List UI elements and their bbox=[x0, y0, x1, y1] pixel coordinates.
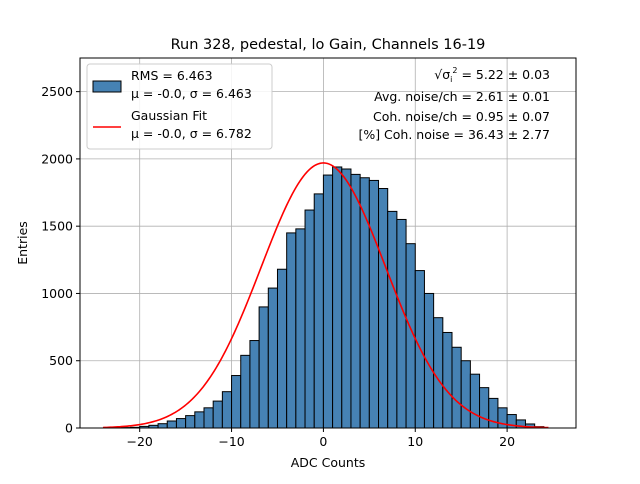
x-tick-label: 0 bbox=[319, 434, 327, 449]
x-tick-label: 20 bbox=[499, 434, 515, 449]
histogram-bar bbox=[379, 189, 388, 428]
histogram-bar bbox=[167, 421, 176, 428]
histogram-bar bbox=[250, 341, 259, 428]
histogram-bar bbox=[259, 307, 268, 428]
histogram-bar bbox=[277, 269, 286, 428]
histogram-bar bbox=[305, 210, 314, 428]
histogram-bar bbox=[489, 398, 498, 428]
histogram-bar bbox=[342, 169, 351, 428]
histogram-bar bbox=[232, 376, 241, 428]
histogram-bar bbox=[195, 412, 204, 428]
histogram-bar bbox=[176, 419, 185, 428]
histogram-bar bbox=[241, 355, 250, 428]
legend: RMS = 6.463 μ = -0.0, σ = 6.463 Gaussian… bbox=[87, 64, 272, 149]
histogram-bar bbox=[296, 229, 305, 428]
stat-line-coh-noise: Coh. noise/ch = 0.95 ± 0.07 bbox=[373, 109, 550, 124]
y-tick-label: 1500 bbox=[41, 219, 73, 234]
histogram-bar bbox=[461, 361, 470, 428]
histogram-bar bbox=[388, 211, 397, 428]
y-axis-label: Entries bbox=[15, 221, 30, 265]
histogram-bar bbox=[434, 318, 443, 428]
histogram-bar bbox=[480, 388, 489, 428]
histogram-bar bbox=[452, 347, 461, 428]
y-tick-label: 500 bbox=[49, 353, 73, 368]
histogram-bar bbox=[213, 401, 222, 428]
y-tick-label: 2500 bbox=[41, 84, 73, 99]
histogram-bar bbox=[369, 180, 378, 428]
x-tick-label: −20 bbox=[127, 434, 153, 449]
histogram-bar bbox=[268, 288, 277, 428]
y-tick-label: 2000 bbox=[41, 151, 73, 166]
histogram-bar bbox=[287, 233, 296, 428]
sqrt-sigma-annotation: √σi2 = 5.22 ± 0.03 bbox=[434, 66, 550, 84]
legend-sublabel-histogram: μ = -0.0, σ = 6.463 bbox=[131, 86, 252, 101]
stat-line-sigma: √σi2 = 5.22 ± 0.03 bbox=[434, 66, 550, 84]
histogram-bar bbox=[314, 194, 323, 428]
stat-line-coh-percent: [%] Coh. noise = 36.43 ± 2.77 bbox=[358, 127, 550, 142]
y-tick-label: 1000 bbox=[41, 286, 73, 301]
histogram-bar bbox=[397, 219, 406, 428]
histogram-bar bbox=[470, 374, 479, 428]
histogram-bar bbox=[333, 167, 342, 428]
legend-swatch-histogram bbox=[93, 81, 121, 92]
histogram-bar bbox=[222, 392, 231, 428]
legend-label-histogram: RMS = 6.463 bbox=[131, 68, 213, 83]
histogram-bar bbox=[186, 416, 195, 428]
histogram-bar bbox=[158, 424, 167, 428]
legend-label-fit: Gaussian Fit bbox=[131, 108, 207, 123]
x-tick-label: 10 bbox=[407, 434, 423, 449]
stat-line-avg-noise: Avg. noise/ch = 2.61 ± 0.01 bbox=[374, 89, 550, 104]
y-tick-label: 0 bbox=[65, 421, 73, 436]
histogram-bar bbox=[204, 408, 213, 428]
histogram-bar bbox=[351, 174, 360, 428]
chart-title: Run 328, pedestal, lo Gain, Channels 16-… bbox=[171, 37, 486, 53]
histogram-bar bbox=[323, 175, 332, 428]
legend-sublabel-fit: μ = -0.0, σ = 6.782 bbox=[131, 126, 252, 141]
x-axis-label: ADC Counts bbox=[291, 455, 366, 470]
histogram-bar bbox=[443, 332, 452, 428]
x-tick-label: −10 bbox=[218, 434, 244, 449]
